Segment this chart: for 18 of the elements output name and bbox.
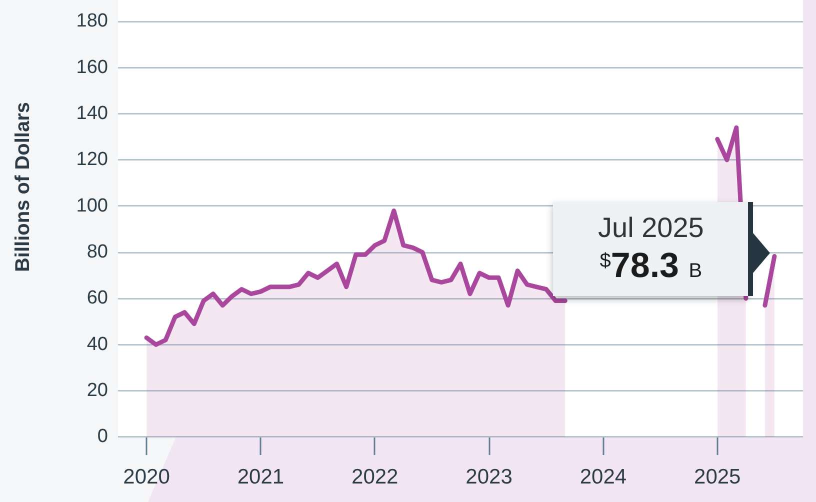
y-tick-label: 40	[86, 334, 108, 355]
y-axis-title: Billions of Dollars	[12, 102, 34, 272]
y-tick-label: 120	[76, 149, 108, 170]
x-tick-label: 2020	[123, 465, 170, 488]
y-tick-label: 180	[76, 10, 108, 32]
y-tick-label: 140	[76, 102, 108, 124]
y-tick-label: 80	[86, 242, 108, 263]
x-tick-label: 2021	[237, 465, 284, 488]
y-tick-label: 20	[86, 380, 108, 402]
x-tick-label: 2023	[466, 465, 512, 488]
x-tick-label: 2025	[694, 465, 741, 488]
y-tick-label: 0	[97, 426, 108, 448]
x-tick-label: 2024	[580, 465, 627, 488]
annotation: Jul 2025 $^{$}$78.3 B	[597, 211, 705, 286]
y-tick-label: 100	[76, 195, 108, 216]
y-tick-label: 160	[76, 56, 108, 78]
x-tick-label: 2022	[352, 465, 398, 488]
y-tick-label: 60	[86, 288, 108, 309]
